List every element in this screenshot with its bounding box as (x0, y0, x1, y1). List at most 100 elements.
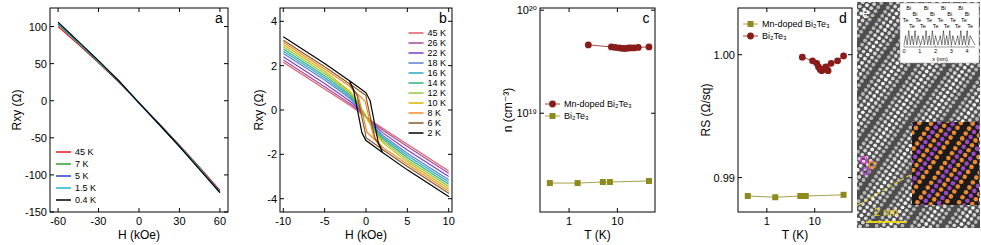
atom-column (958, 105, 962, 109)
y-tick (448, 65, 452, 66)
x-tick-label: 1 (566, 215, 572, 227)
marker (825, 67, 832, 74)
y-tick-label: 1.00 (714, 49, 735, 61)
atom-column (898, 228, 902, 229)
atom-column (933, 210, 937, 214)
legend-swatch (409, 92, 424, 94)
atom-column (865, 138, 869, 142)
x-tick-label: 60 (214, 215, 226, 227)
atom-column (894, 54, 898, 58)
atom-column (857, 119, 859, 123)
atom-column (901, 163, 905, 167)
x-tick (366, 208, 367, 212)
atom-column (857, 107, 860, 111)
atom-column (898, 118, 902, 122)
atom-column (898, 75, 902, 79)
atom-column (857, 130, 858, 134)
y-tick (224, 137, 228, 138)
atom-column (900, 114, 904, 118)
atom-column (967, 111, 971, 115)
panel: -60-3003060-150-100-50050100H (kOe)Rxy (… (10, 8, 228, 242)
atom-column (892, 199, 896, 203)
atom-column (872, 136, 876, 140)
atom-column (947, 79, 951, 83)
atom-column (906, 105, 910, 109)
atom-column (857, 168, 860, 172)
x-tick (219, 208, 220, 212)
marker (797, 193, 803, 199)
atom (948, 135, 953, 140)
atom-column (925, 70, 929, 74)
atom-column (862, 178, 866, 182)
atom-column (974, 68, 978, 72)
marker (748, 21, 754, 27)
x-tick (814, 208, 815, 212)
atom-column (857, 150, 860, 154)
atom-column (940, 209, 944, 213)
atom (976, 184, 980, 189)
legend-swatch (409, 72, 424, 74)
atom-column (878, 86, 882, 90)
atom-column (911, 72, 915, 76)
y-tick (540, 113, 544, 114)
atom (948, 164, 953, 169)
atom-column (867, 152, 871, 156)
x-tick-label: 5 (404, 215, 410, 227)
atom (969, 165, 974, 170)
atom-column (874, 9, 878, 13)
legend-label: 10 K (428, 98, 447, 108)
y-tick-label: -4 (267, 193, 277, 205)
atom-column (872, 94, 876, 98)
legend-label: 22 K (428, 48, 447, 58)
atom-column (971, 206, 975, 210)
atom (953, 146, 958, 151)
atom-column (857, 126, 860, 130)
atom-column (980, 175, 981, 179)
atom-column (886, 42, 890, 46)
atom (964, 161, 969, 166)
marker (600, 179, 606, 185)
y-tick (280, 110, 284, 111)
y-tick (448, 110, 452, 111)
y-tick-label: 10¹⁹ (516, 107, 537, 119)
x-tick (324, 8, 325, 12)
atom-column (873, 33, 877, 37)
atom-column (978, 76, 980, 80)
atom (937, 179, 942, 184)
atom (952, 189, 957, 194)
atom (935, 192, 940, 197)
x-tick (919, 46, 920, 48)
atom-column (932, 221, 936, 225)
atom (913, 155, 918, 160)
atom-column (900, 64, 904, 68)
atom-column (889, 130, 893, 134)
panel-label: a (215, 10, 223, 26)
atom-column (920, 219, 924, 223)
peak (905, 35, 906, 36)
atom-column (933, 76, 937, 80)
atom-column (947, 98, 951, 102)
atom-column (875, 22, 879, 26)
atom-column (909, 125, 913, 129)
atom (957, 200, 962, 205)
y-tick-label: 2 (271, 60, 277, 72)
atom-column (857, 58, 860, 62)
atom-column (957, 116, 961, 120)
atom-column (876, 29, 880, 33)
atom (919, 195, 924, 200)
atom-column (945, 225, 949, 229)
atom (914, 163, 919, 168)
x-tick-label: 0 (363, 215, 369, 227)
atom-column (964, 97, 968, 101)
legend-label: Mn-doped Bi₂Te₃ (762, 19, 830, 29)
atom-column (895, 122, 899, 126)
legend-label: 0.4 K (75, 195, 96, 205)
atom-column (864, 64, 868, 68)
y-tick-label: -100 (25, 169, 47, 181)
atom-column (888, 191, 892, 195)
atom-column (892, 218, 896, 222)
panel-label: d (839, 10, 847, 26)
atom-column (968, 210, 972, 214)
atom-column (869, 49, 873, 53)
atom-column (857, 203, 858, 207)
